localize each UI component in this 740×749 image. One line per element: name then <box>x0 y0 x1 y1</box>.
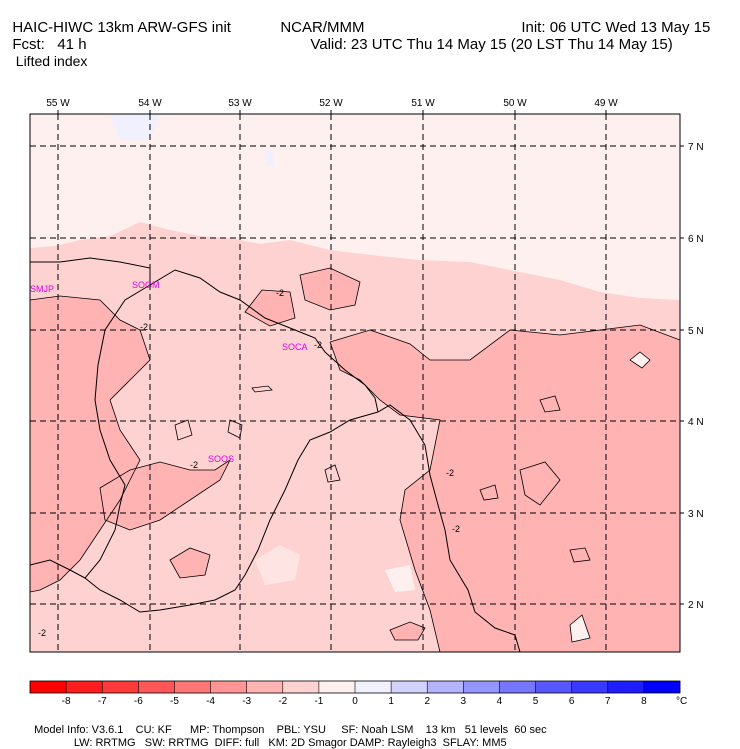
colorbar-swatch <box>571 681 609 693</box>
field-east-band <box>330 325 680 652</box>
lon-label: 49 W <box>594 98 618 109</box>
colorbar-swatch <box>391 681 428 693</box>
field-light-north <box>30 114 680 300</box>
contour-label: -2 <box>446 468 454 478</box>
valid-time: Valid: 23 UTC Thu 14 May 15 (20 LST Thu … <box>310 36 673 53</box>
contour-label: -2 <box>276 288 284 298</box>
shaded-field <box>30 114 680 652</box>
lon-ticks <box>57 110 607 114</box>
organization-label: NCAR/MMM <box>280 19 365 36</box>
lat-ticks <box>680 145 684 605</box>
colorbar-tick-label: 5 <box>533 696 539 707</box>
colorbar-swatch <box>535 681 572 693</box>
map-frame <box>29 113 681 653</box>
lat-label: 3 N <box>688 509 704 520</box>
graticule <box>30 114 680 652</box>
colorbar-swatch <box>499 681 536 693</box>
colorbar-swatch <box>246 681 284 693</box>
colorbar-tick-label: -3 <box>242 696 251 707</box>
lon-label: 53 W <box>228 98 252 109</box>
colorbar-tick-label: 7 <box>605 696 611 707</box>
colorbar-tick-label: 1 <box>388 696 394 707</box>
forecast-hour: Fcst: 41 h <box>12 36 87 53</box>
colorbar-tick-label: 8 <box>641 696 647 707</box>
lon-label: 50 W <box>503 98 527 109</box>
colorbar <box>29 680 681 694</box>
field-name: Lifted index <box>15 53 88 69</box>
field-positive-patch-2 <box>265 150 274 166</box>
lon-label: 54 W <box>138 98 162 109</box>
contour-label: -2 <box>38 628 46 638</box>
colorbar-swatch <box>463 681 500 693</box>
colorbar-swatch <box>210 681 247 693</box>
colorbar-swatch <box>282 681 320 693</box>
colorbar-swatch <box>66 681 103 693</box>
colorbar-swatch <box>643 681 681 693</box>
colorbar-tick-label: 2 <box>424 696 430 707</box>
model-info-line-2: LW: RRTMG SW: RRTMG DIFF: full KM: 2D Sm… <box>34 737 507 749</box>
colorbar-unit: °C <box>676 696 687 707</box>
colorbar-swatch <box>607 681 645 693</box>
lat-label: 4 N <box>688 417 704 428</box>
field-positive-patch <box>110 114 160 140</box>
lon-label: 52 W <box>319 98 343 109</box>
colorbar-swatch <box>30 681 67 693</box>
colorbar-tick-label: 6 <box>569 696 575 707</box>
lon-label: 51 W <box>411 98 435 109</box>
colorbar-tick-label: -7 <box>98 696 107 707</box>
field-light-pocket-2 <box>385 565 415 592</box>
station-label-soca: SOCA <box>282 342 308 352</box>
contour-label: -2 <box>452 524 460 534</box>
colorbar-tick-label: -8 <box>62 696 71 707</box>
field-light-pocket-3 <box>570 615 590 642</box>
contour-label: -2 <box>140 322 148 332</box>
lat-label: 6 N <box>688 234 704 245</box>
model-info-line-1: Model Info: V3.6.1 CU: KF MP: Thompson P… <box>34 724 547 736</box>
field-patch-d <box>170 548 210 578</box>
colorbar-swatch <box>427 681 464 693</box>
model-title: HAIC-HIWC 13km ARW-GFS init <box>12 19 231 36</box>
lat-label: 7 N <box>688 142 704 153</box>
field-patch-a <box>300 268 360 310</box>
field-light-pocket-1 <box>255 545 300 585</box>
field-patch-b <box>245 290 295 326</box>
colorbar-tick-label: 3 <box>461 696 467 707</box>
station-label-sogm: SOGM <box>132 280 160 290</box>
contour-label: -2 <box>314 340 322 350</box>
colorbar-swatch <box>355 681 392 693</box>
colorbar-tick-label: 4 <box>497 696 503 707</box>
colorbar-tick-label: -2 <box>278 696 287 707</box>
init-time: Init: 06 UTC Wed 13 May 15 <box>521 19 711 36</box>
contour-label: -2 <box>190 460 198 470</box>
colorbar-swatch <box>318 681 356 693</box>
lat-label: 2 N <box>688 600 704 611</box>
lat-label: 5 N <box>688 326 704 337</box>
colorbar-swatch <box>174 681 211 693</box>
station-label-soos: SOOS <box>208 454 234 464</box>
colorbar-tick-label: 0 <box>352 696 358 707</box>
colorbar-tick-label: -5 <box>170 696 179 707</box>
field-west-band <box>30 296 150 592</box>
boundaries <box>30 257 521 652</box>
lon-label: 55 W <box>46 98 70 109</box>
station-label-smjp: SMJP <box>30 284 54 294</box>
colorbar-tick-label: -4 <box>206 696 215 707</box>
colorbar-swatch <box>138 681 175 693</box>
colorbar-tick-label: -1 <box>314 696 323 707</box>
colorbar-tick-label: -6 <box>134 696 143 707</box>
colorbar-swatch <box>102 681 139 693</box>
colorbar-tick-labels: -8 -7 -6 -5 -4 -3 -2 -1 0 1 2 3 4 5 6 7 8 <box>62 696 647 707</box>
